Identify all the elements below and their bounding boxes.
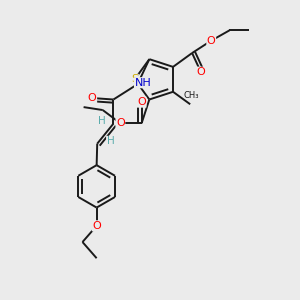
Text: S: S [131, 74, 138, 84]
Text: O: O [207, 36, 216, 46]
Text: NH: NH [134, 78, 151, 88]
Text: O: O [116, 118, 125, 128]
Text: CH₃: CH₃ [184, 91, 200, 100]
Text: O: O [92, 221, 101, 231]
Text: O: O [137, 97, 146, 107]
Text: O: O [196, 67, 205, 77]
Text: H: H [106, 136, 114, 146]
Text: O: O [88, 93, 97, 103]
Text: H: H [98, 116, 106, 126]
